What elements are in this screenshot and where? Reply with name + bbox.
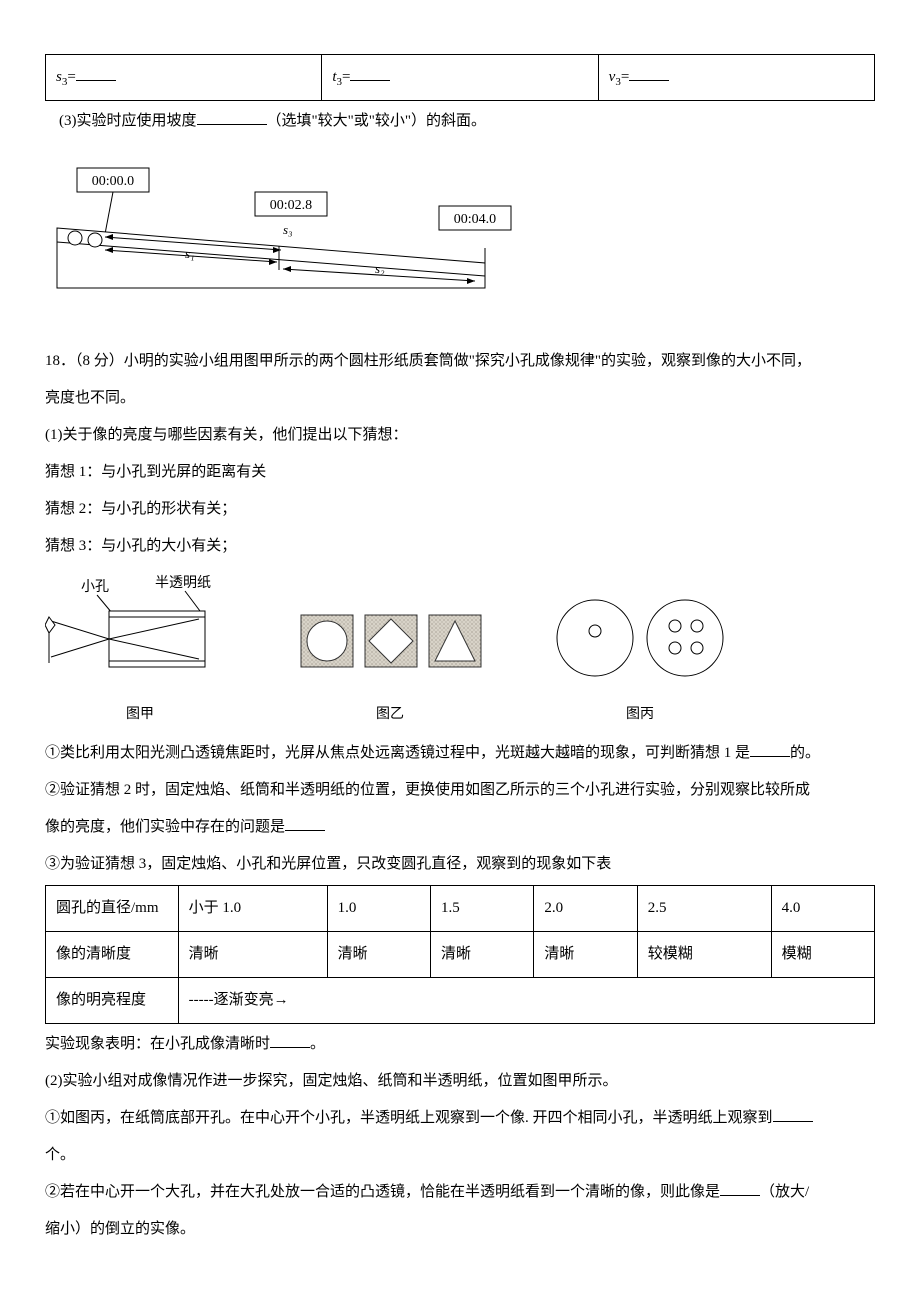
- q18-p2-item1: ①如图丙，在纸筒底部开孔。在中心开个小孔，半透明纸上观察到一个像. 开四个相同小…: [45, 1102, 875, 1135]
- ramp-diagram: 00:00.0 00:02.8 00:04.0 s₁ s₂ s₃: [45, 158, 875, 321]
- r1-0: 清晰: [178, 931, 327, 977]
- timer-3: 00:04.0: [454, 212, 496, 227]
- fig-yi-col: 图乙: [295, 603, 485, 731]
- blank-item1: [750, 742, 790, 757]
- eq-2: =: [342, 69, 350, 85]
- q18-heading-2: 亮度也不同。: [45, 382, 875, 415]
- svg-text:半透明纸: 半透明纸: [155, 575, 211, 591]
- q18-p2-item1b: 个。: [45, 1139, 875, 1172]
- q18-item1-text: ①类比利用太阳光测凸透镜焦距时，光屏从焦点处远离透镜过程中，光斑越大越暗的现象，…: [45, 745, 750, 761]
- fig-jia-svg: 小孔 半透明纸: [45, 573, 235, 683]
- cell-t3: t3=: [322, 55, 598, 101]
- blank-p2-1: [773, 1107, 813, 1122]
- q18-p2-item2: ②若在中心开一个大孔，并在大孔处放一合适的凸透镜，恰能在半透明纸看到一个清晰的像…: [45, 1176, 875, 1209]
- cell-s3: s3=: [46, 55, 322, 101]
- svg-text:s₃: s₃: [283, 222, 293, 237]
- r2-merged: -----逐渐变亮→: [178, 977, 874, 1023]
- q18-p2: (2)实验小组对成像情况作进一步探究，固定烛焰、纸筒和半透明纸，位置如图甲所示。: [45, 1065, 875, 1098]
- svg-text:s₂: s₂: [375, 261, 385, 276]
- eq-1: =: [67, 69, 75, 85]
- h6: 4.0: [771, 885, 874, 931]
- cell-v3: v3=: [598, 55, 874, 101]
- after-table-suffix: 。: [310, 1036, 325, 1052]
- p2-item2a: ②若在中心开一个大孔，并在大孔处放一合适的凸透镜，恰能在半透明纸看到一个清晰的像…: [45, 1184, 720, 1200]
- blank-slope: [197, 110, 267, 125]
- q18-item-2a: ②验证猜想 2 时，固定烛焰、纸筒和半透明纸的位置，更换使用如图乙所示的三个小孔…: [45, 774, 875, 807]
- svg-text:小孔: 小孔: [81, 579, 109, 595]
- timer-1: 00:00.0: [92, 174, 134, 189]
- q18-item-3: ③为验证猜想 3，固定烛焰、小孔和光屏位置，只改变圆孔直径，观察到的现象如下表: [45, 848, 875, 881]
- ramp-svg: 00:00.0 00:02.8 00:04.0 s₁ s₂ s₃: [45, 158, 515, 308]
- after-table-line: 实验现象表明：在小孔成像清晰时 。: [45, 1028, 875, 1061]
- q3-prefix: (3)实验时应使用坡度: [59, 113, 197, 129]
- blank-p2-2: [720, 1181, 760, 1196]
- q18-p1: (1)关于像的亮度与哪些因素有关，他们提出以下猜想：: [45, 419, 875, 452]
- r1-label: 像的清晰度: [46, 931, 179, 977]
- r1-2: 清晰: [431, 931, 534, 977]
- h0: 圆孔的直径/mm: [46, 885, 179, 931]
- r1-5: 模糊: [771, 931, 874, 977]
- r1-3: 清晰: [534, 931, 637, 977]
- h3: 1.5: [431, 885, 534, 931]
- eq-3: =: [621, 69, 629, 85]
- q18-item-1: ①类比利用太阳光测凸透镜焦距时，光屏从焦点处远离透镜过程中，光斑越大越暗的现象，…: [45, 737, 875, 770]
- fig-jia-label: 图甲: [45, 700, 235, 731]
- blank-item2: [285, 816, 325, 831]
- q18-item1-suffix: 的。: [790, 745, 820, 761]
- q18-p2-item2c: 缩小）的倒立的实像。: [45, 1213, 875, 1246]
- r1-4: 较模糊: [637, 931, 771, 977]
- q18-guess-2: 猜想 2：与小孔的形状有关；: [45, 493, 875, 526]
- q18-guess-1: 猜想 1：与小孔到光屏的距离有关: [45, 456, 875, 489]
- question-3-line: (3)实验时应使用坡度 （选填"较大"或"较小"）的斜面。: [45, 105, 875, 138]
- clarity-row: 像的清晰度 清晰 清晰 清晰 清晰 较模糊 模糊: [46, 931, 875, 977]
- p2-item1a: ①如图丙，在纸筒底部开孔。在中心开个小孔，半透明纸上观察到一个像. 开四个相同小…: [45, 1110, 773, 1126]
- q18-guess-3: 猜想 3：与小孔的大小有关；: [45, 530, 875, 563]
- figures-row: 小孔 半透明纸 图甲: [45, 573, 875, 731]
- h5: 2.5: [637, 885, 771, 931]
- fig-bing-col: 图丙: [545, 593, 735, 731]
- r2-label: 像的明亮程度: [46, 977, 179, 1023]
- header-row: 圆孔的直径/mm 小于 1.0 1.0 1.5 2.0 2.5 4.0: [46, 885, 875, 931]
- q18-heading: 18．（8 分）小明的实验小组用图甲所示的两个圆柱形纸质套筒做"探究小孔成像规律…: [45, 345, 875, 378]
- hole-diameter-table: 圆孔的直径/mm 小于 1.0 1.0 1.5 2.0 2.5 4.0 像的清晰…: [45, 885, 875, 1024]
- blank-v3: [629, 66, 669, 81]
- variables-table: s3= t3= v3=: [45, 54, 875, 101]
- q3-hint: （选填"较大"或"较小"）的斜面。: [267, 113, 487, 129]
- fig-bing-label: 图丙: [545, 700, 735, 731]
- q18-item2b-text: 像的亮度，他们实验中存在的问题是: [45, 819, 285, 835]
- blank-t3: [350, 66, 390, 81]
- fig-yi-svg: [295, 603, 485, 683]
- fig-bing-svg: [545, 593, 735, 683]
- blank-s3: [76, 66, 116, 81]
- fig-jia-col: 小孔 半透明纸 图甲: [45, 573, 235, 731]
- r1-1: 清晰: [327, 931, 430, 977]
- h1: 小于 1.0: [178, 885, 327, 931]
- q18-item-2b: 像的亮度，他们实验中存在的问题是: [45, 811, 875, 844]
- fig-yi-label: 图乙: [295, 700, 485, 731]
- brightness-row: 像的明亮程度 -----逐渐变亮→: [46, 977, 875, 1023]
- p2-item2b: （放大/: [760, 1184, 809, 1200]
- timer-2: 00:02.8: [270, 198, 312, 213]
- svg-text:s₁: s₁: [185, 246, 195, 261]
- h4: 2.0: [534, 885, 637, 931]
- h2: 1.0: [327, 885, 430, 931]
- blank-after-table: [270, 1033, 310, 1048]
- after-table-text: 实验现象表明：在小孔成像清晰时: [45, 1036, 270, 1052]
